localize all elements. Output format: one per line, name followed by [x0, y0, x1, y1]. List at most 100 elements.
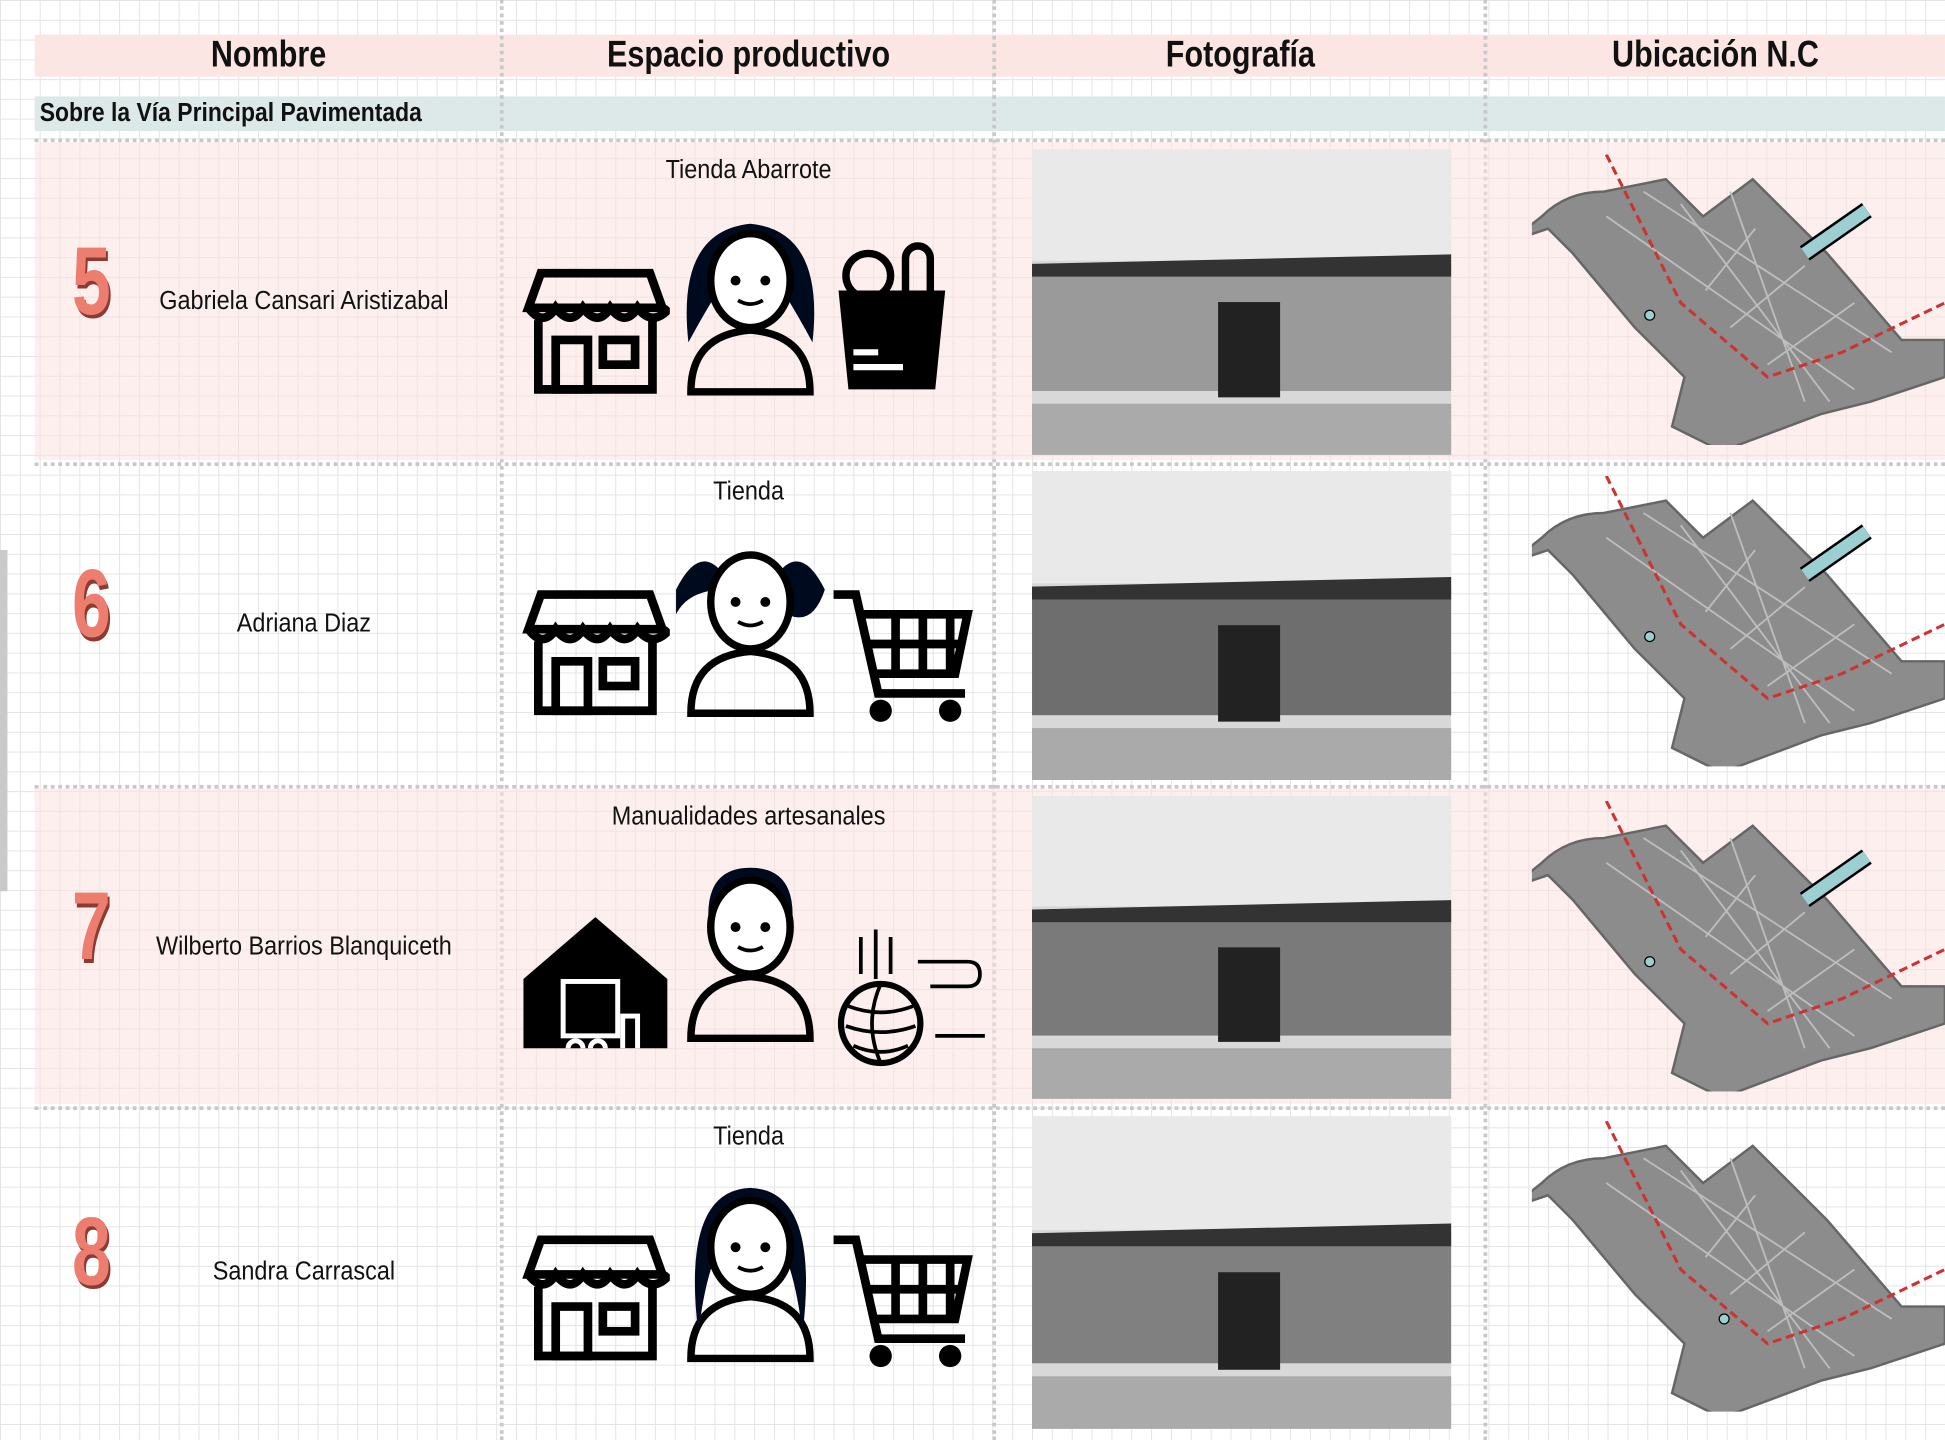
icon-person	[676, 865, 825, 1044]
icon-shape	[524, 300, 674, 322]
icon-shape	[917, 959, 985, 1038]
icon-graphic	[686, 223, 815, 396]
icon-shape	[869, 1344, 892, 1368]
activity-label: Tienda	[713, 477, 784, 506]
icon-graphic	[687, 1187, 814, 1363]
icon-graphic	[522, 268, 674, 394]
icon-product	[831, 587, 986, 742]
icon-shape	[551, 335, 593, 394]
icon-shape	[737, 298, 764, 306]
photo	[1032, 149, 1452, 468]
icon-shape	[760, 922, 771, 933]
icon-shape	[707, 1196, 794, 1298]
location-map	[1510, 475, 1945, 774]
icon-graphic	[676, 551, 825, 717]
icon-shape	[707, 876, 794, 978]
icon-shape	[1605, 837, 1893, 1049]
icon-shape	[1510, 177, 1945, 453]
icon-shape	[533, 320, 657, 394]
icon-shape	[687, 1292, 814, 1363]
column-header: Ubicación N.C	[1612, 34, 1819, 76]
row-divider	[34, 1106, 1945, 1111]
icon-shape	[865, 614, 963, 674]
person-name: Adriana Diaz	[236, 609, 372, 638]
icon-graphic	[1032, 470, 1452, 793]
row-divider	[34, 462, 1945, 467]
icon-product	[831, 1232, 986, 1387]
icon-shape	[865, 1259, 963, 1319]
icon-shape	[1605, 190, 1893, 403]
icon-person	[676, 1185, 825, 1364]
icon-shape	[707, 551, 794, 653]
icon-shape	[524, 621, 674, 644]
column-divider	[992, 0, 997, 1440]
icon-shape	[1032, 403, 1452, 468]
row-number: 8	[72, 1195, 111, 1305]
icon-graphic	[1032, 1116, 1452, 1440]
icon-shape	[522, 1235, 674, 1361]
icon-shape	[551, 656, 593, 716]
icon-graphic	[1510, 153, 1945, 453]
icon-shape	[1032, 900, 1452, 923]
icon-shape	[1032, 254, 1452, 277]
column-divider	[499, 0, 504, 1440]
icon-shape	[687, 326, 814, 396]
icon-shape	[1032, 577, 1452, 600]
icon-shape	[1801, 851, 1871, 905]
icon-product	[831, 241, 986, 396]
icon-shape	[853, 349, 904, 371]
icon-shape	[1510, 824, 1945, 1100]
icon-shape	[730, 597, 741, 607]
icon-shape	[1604, 153, 1945, 379]
row-divider	[34, 784, 1945, 789]
icon-shape	[845, 929, 985, 1064]
icon-graphic	[833, 590, 973, 722]
icon-graphic	[833, 1235, 973, 1368]
photo	[1032, 1116, 1452, 1440]
icon-shape	[1605, 1157, 1893, 1369]
row-number: 7	[72, 870, 111, 980]
icon-shape	[1604, 475, 1945, 701]
icon-shape	[1032, 728, 1452, 793]
icon-space	[521, 587, 674, 723]
icon-shape	[598, 335, 640, 369]
icon-shape	[1218, 302, 1281, 398]
location-map	[1510, 800, 1945, 1100]
icon-shape	[730, 1242, 741, 1253]
column-divider	[1483, 0, 1488, 1440]
icon-shape	[687, 647, 814, 717]
icon-shape	[1718, 1313, 1730, 1325]
header-band	[34, 34, 1945, 77]
icon-shape	[842, 249, 895, 302]
icon-shape	[737, 945, 764, 953]
icon-shape	[598, 1302, 640, 1336]
location-map	[1510, 153, 1945, 453]
icon-shape	[533, 1286, 657, 1361]
icon-graphic	[1510, 475, 1945, 774]
icon-shape	[833, 1235, 973, 1344]
icon-shape	[833, 590, 973, 698]
row-divider	[34, 138, 1945, 143]
icon-shape	[707, 229, 794, 332]
location-map	[1510, 1120, 1945, 1420]
icon-graphic	[838, 242, 946, 390]
icon-space	[521, 266, 674, 402]
icon-graphic	[687, 867, 814, 1043]
icon-shape	[853, 349, 904, 371]
icon-shape	[938, 1344, 962, 1368]
icon-shape	[737, 620, 764, 628]
icon-graphic	[1032, 149, 1452, 468]
icon-shape	[1644, 309, 1656, 321]
row-number: 5	[72, 225, 111, 335]
photo	[1032, 470, 1452, 793]
icon-person	[676, 540, 825, 719]
icon-shape	[760, 1242, 771, 1253]
icon-shape	[938, 699, 962, 722]
icon-shape	[522, 590, 674, 716]
person-name: Wilberto Barrios Blanquiceth	[155, 931, 452, 960]
icon-shape	[523, 917, 668, 1073]
icon-shape	[1218, 947, 1281, 1042]
icon-space	[521, 1232, 674, 1368]
icon-graphic	[1032, 796, 1452, 1112]
